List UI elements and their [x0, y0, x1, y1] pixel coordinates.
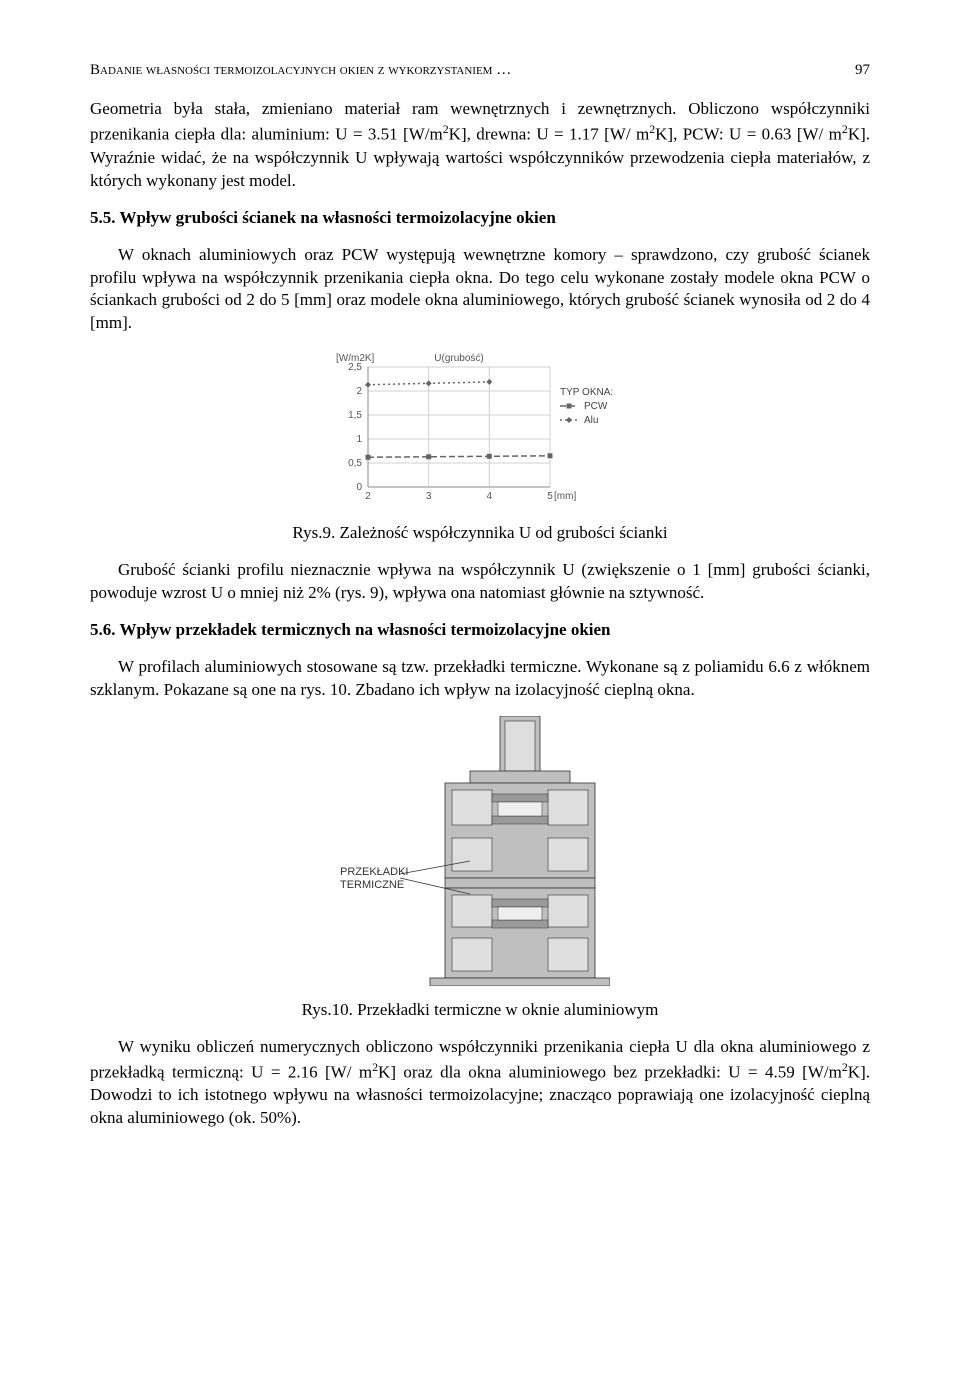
svg-text:4: 4 [487, 491, 493, 502]
svg-text:0,5: 0,5 [348, 458, 362, 469]
svg-text:1,5: 1,5 [348, 410, 362, 421]
svg-text:2: 2 [356, 386, 362, 397]
figure-10-caption: Rys.10. Przekładki termiczne w oknie alu… [90, 999, 870, 1022]
paragraph-5-6: W profilach aluminiowych stosowane są tz… [90, 656, 870, 702]
svg-text:0: 0 [356, 482, 362, 493]
figure-10: PRZEKŁADKI TERMICZNE [90, 716, 870, 993]
cross-section-svg [350, 716, 610, 986]
svg-text:[mm]: [mm] [554, 491, 576, 502]
paragraph-materials: Geometria była stała, zmieniano materiał… [90, 98, 870, 192]
thermal-break-label: PRZEKŁADKI TERMICZNE [340, 866, 408, 892]
chart-svg: 00,511,522,52345U(grubość)[W/m2K][mm]TYP… [330, 349, 630, 509]
svg-text:PCW: PCW [584, 401, 608, 412]
svg-text:U(grubość): U(grubość) [434, 353, 483, 364]
paragraph-after-fig9: Grubość ścianki profilu nieznacznie wpły… [90, 559, 870, 605]
svg-text:TYP OKNA:: TYP OKNA: [560, 387, 613, 398]
paragraph-after-fig10: W wyniku obliczeń numerycznych obliczono… [90, 1036, 870, 1130]
figure-9-caption: Rys.9. Zależność współczynnika U od grub… [90, 522, 870, 545]
svg-text:Alu: Alu [584, 415, 598, 426]
cross-section-drawing: PRZEKŁADKI TERMICZNE [350, 716, 610, 986]
figure-9: 00,511,522,52345U(grubość)[W/m2K][mm]TYP… [90, 349, 870, 516]
page-number: 97 [855, 60, 870, 80]
svg-text:5: 5 [547, 491, 553, 502]
running-title: Badanie własności termoizolacyjnych okie… [90, 60, 511, 80]
label-leader-lines [395, 856, 475, 896]
section-5-6-title: 5.6. Wpływ przekładek termicznych na wła… [90, 619, 870, 642]
svg-text:[W/m2K]: [W/m2K] [336, 353, 375, 364]
running-header: Badanie własności termoizolacyjnych okie… [90, 60, 870, 80]
paragraph-5-5: W oknach aluminiowych oraz PCW występują… [90, 244, 870, 336]
svg-text:2: 2 [365, 491, 371, 502]
svg-text:3: 3 [426, 491, 432, 502]
svg-text:1: 1 [356, 434, 362, 445]
section-5-5-title: 5.5. Wpływ grubości ścianek na własności… [90, 207, 870, 230]
chart-u-vs-thickness: 00,511,522,52345U(grubość)[W/m2K][mm]TYP… [330, 349, 630, 509]
